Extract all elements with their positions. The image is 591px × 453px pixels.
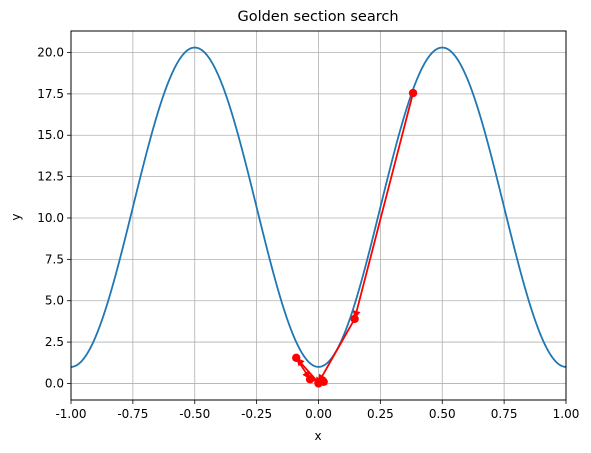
x-axis: -1.00 -0.75 -0.50 -0.25 0.00 0.25 0.50 0.75 1.00 [55,400,579,421]
search-point-marker [305,375,315,384]
x-tick-label: -0.75 [117,407,148,421]
x-tick-label: 0.50 [429,407,456,421]
y-tick-label: 0.0 [45,376,64,390]
y-tick-label: 2.5 [45,335,64,349]
x-tick-label: -0.25 [241,407,272,421]
x-tick-label: 0.75 [491,407,518,421]
search-point-marker [350,314,359,324]
plot-area [70,46,567,388]
y-tick-label: 20.0 [37,46,64,60]
x-axis-label: x [314,429,321,443]
x-tick-label: -0.50 [179,407,210,421]
y-tick-label: 12.5 [37,170,64,184]
x-tick-label: 0.25 [367,407,394,421]
x-tick-label: -1.00 [55,407,86,421]
objective-curve-line [70,46,567,368]
y-tick-label: 10.0 [37,211,64,225]
search-step-line [317,318,356,384]
y-axis-label: y [9,213,23,220]
y-axis: 0.0 2.5 5.0 7.5 10.0 12.5 15.0 17.5 20.0 [37,46,71,390]
x-tick-label: 1.00 [553,407,580,421]
search-point-marker [314,379,323,388]
chart-title: Golden section search [237,9,398,25]
y-tick-label: 7.5 [45,252,64,266]
search-point-marker [408,88,418,98]
search-step-line [353,92,414,320]
y-tick-label: 15.0 [37,128,64,142]
y-tick-label: 17.5 [37,87,64,101]
x-tick-label: 0.00 [305,407,332,421]
y-tick-label: 5.0 [45,294,64,308]
search-point-marker [292,353,301,363]
grid-lines [70,31,567,400]
